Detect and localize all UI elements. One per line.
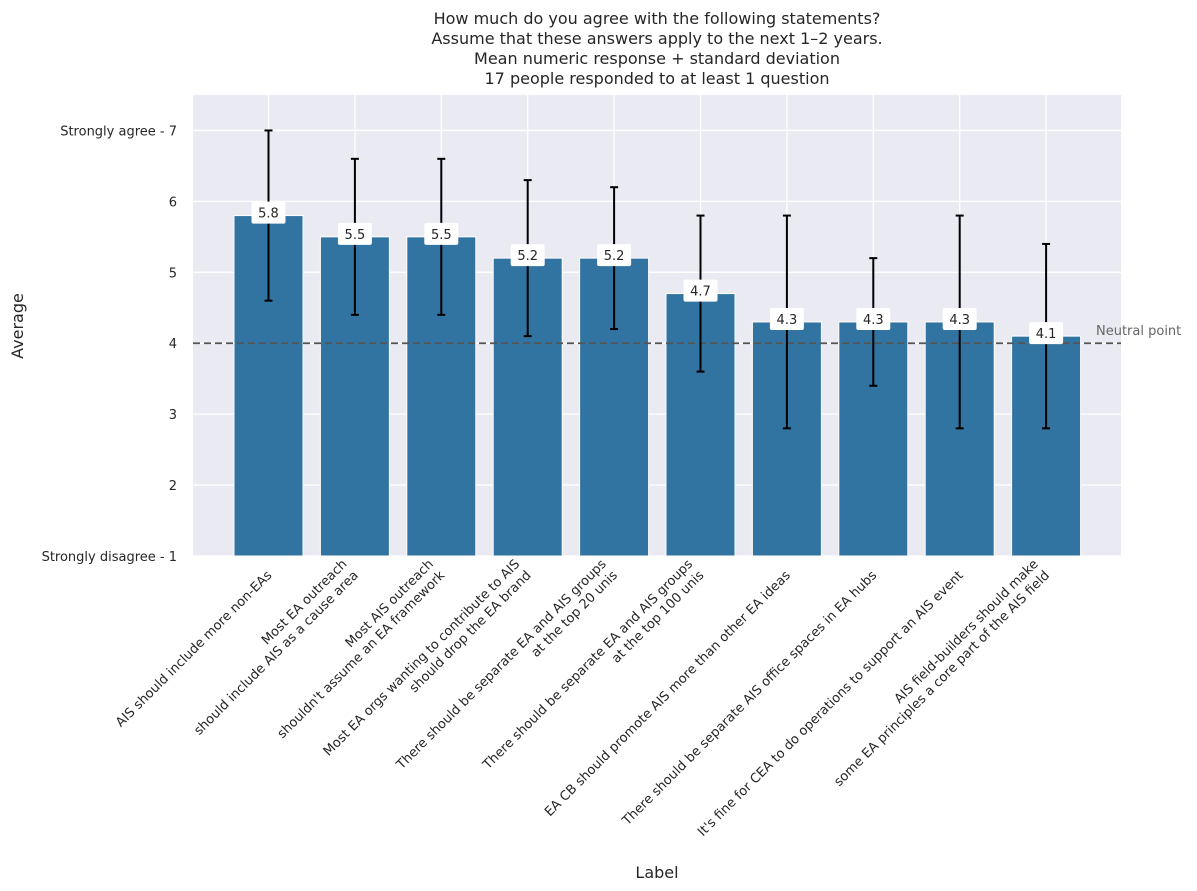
- value-label: 4.7: [683, 279, 718, 302]
- y-tick-label: 3: [169, 408, 177, 423]
- bar: [492, 257, 563, 557]
- value-label: 5.5: [337, 222, 372, 245]
- svg-text:4.7: 4.7: [690, 285, 711, 300]
- value-label: 4.3: [856, 307, 891, 330]
- svg-text:4.3: 4.3: [777, 313, 798, 328]
- chart-title-line: 17 people responded to at least 1 questi…: [485, 69, 830, 88]
- y-tick-label: 6: [169, 195, 177, 210]
- x-tick-label: Most EA outreachshould include AIS as a …: [180, 557, 362, 739]
- chart-title: How much do you agree with the following…: [431, 9, 882, 88]
- value-label: 4.3: [942, 307, 977, 330]
- value-label: 5.5: [424, 222, 459, 245]
- svg-text:4.3: 4.3: [863, 313, 884, 328]
- neutral-label: Neutral point: [1096, 324, 1181, 339]
- value-label: 4.3: [769, 307, 804, 330]
- value-label: 4.1: [1029, 322, 1064, 345]
- svg-text:5.2: 5.2: [604, 249, 625, 264]
- chart-title-line: Mean numeric response + standard deviati…: [474, 49, 840, 68]
- svg-text:4.1: 4.1: [1036, 327, 1057, 342]
- y-tick-label: Strongly disagree - 1: [42, 550, 177, 565]
- y-tick-label: 4: [169, 337, 177, 352]
- svg-text:5.5: 5.5: [345, 228, 366, 243]
- neutral-reference: Neutral point: [193, 324, 1181, 345]
- value-labels: 5.8 5.5 5.5 5.2 5.2 4.7 4.3 4.3 4.3 4.1: [251, 201, 1064, 345]
- svg-text:4.3: 4.3: [949, 313, 970, 328]
- y-axis-label: Average: [8, 293, 27, 359]
- x-axis-label: Label: [635, 863, 678, 882]
- svg-text:5.8: 5.8: [258, 207, 279, 222]
- y-tick-label: 2: [169, 479, 177, 494]
- chart-title-line: Assume that these answers apply to the n…: [431, 29, 882, 48]
- y-tick-label: 5: [169, 266, 177, 281]
- value-label: 5.8: [251, 201, 286, 224]
- svg-text:5.5: 5.5: [431, 228, 452, 243]
- value-label: 5.2: [597, 244, 632, 267]
- svg-text:5.2: 5.2: [517, 249, 538, 264]
- x-tick-label: AIS should include more non-EAs: [113, 568, 275, 730]
- chart-title-line: How much do you agree with the following…: [434, 9, 881, 28]
- y-tick-label: Strongly agree - 7: [60, 124, 177, 139]
- value-label: 5.2: [510, 244, 545, 267]
- y-tick-labels: Strongly agree - 7 6 5 4 3 2 Strongly disagree…: [42, 124, 177, 565]
